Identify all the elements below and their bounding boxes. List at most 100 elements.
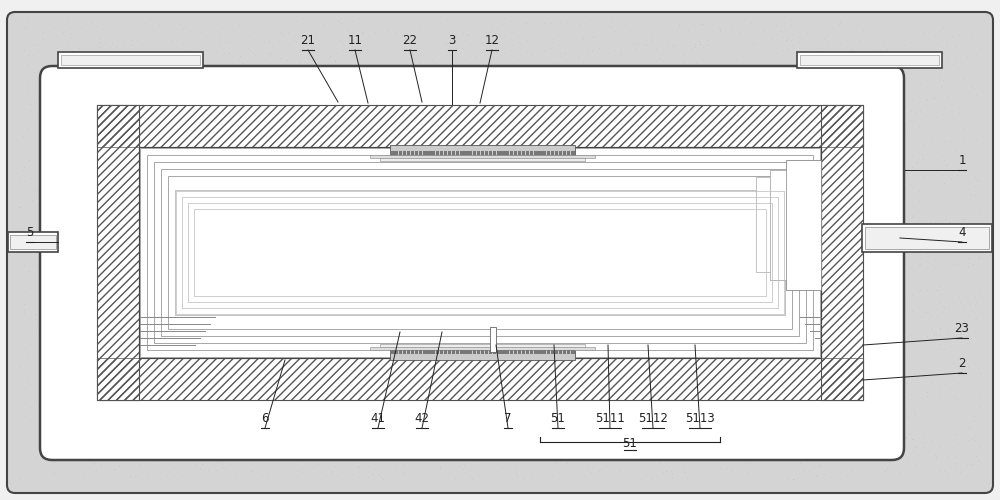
- Point: [360, 388, 376, 396]
- Point: [84, 20, 100, 28]
- Bar: [97, 358, 863, 400]
- Point: [713, 464, 729, 472]
- Point: [538, 366, 554, 374]
- Point: [266, 298, 282, 306]
- Point: [811, 136, 827, 144]
- Point: [794, 184, 810, 192]
- Point: [228, 424, 244, 432]
- Point: [968, 136, 984, 144]
- Point: [522, 163, 538, 171]
- Point: [904, 163, 920, 171]
- Point: [733, 252, 749, 260]
- Point: [31, 115, 47, 123]
- Point: [928, 452, 944, 460]
- Point: [127, 472, 143, 480]
- Point: [609, 178, 625, 186]
- Point: [473, 433, 489, 441]
- Point: [756, 406, 772, 413]
- Point: [643, 474, 659, 482]
- Point: [711, 276, 727, 283]
- Point: [938, 40, 954, 48]
- Point: [542, 146, 558, 154]
- Point: [275, 239, 291, 247]
- Point: [128, 80, 144, 88]
- Point: [508, 462, 524, 470]
- Point: [221, 38, 237, 46]
- Point: [783, 236, 799, 244]
- Point: [577, 114, 593, 122]
- Point: [114, 158, 130, 166]
- Bar: [97, 105, 139, 400]
- Point: [132, 426, 148, 434]
- Point: [254, 102, 270, 110]
- Point: [279, 247, 295, 255]
- Point: [692, 20, 708, 28]
- Point: [525, 376, 541, 384]
- Point: [54, 80, 70, 88]
- Point: [820, 352, 836, 360]
- Point: [381, 302, 397, 310]
- Point: [256, 231, 272, 239]
- Point: [693, 300, 709, 308]
- Point: [787, 244, 803, 252]
- Point: [526, 132, 542, 140]
- Point: [938, 162, 954, 170]
- Point: [108, 150, 124, 158]
- Point: [603, 23, 619, 31]
- Point: [349, 347, 365, 355]
- Point: [437, 188, 453, 196]
- Point: [516, 242, 532, 250]
- Point: [102, 43, 118, 51]
- Point: [124, 233, 140, 241]
- Point: [435, 64, 451, 72]
- Point: [262, 146, 278, 154]
- Point: [825, 112, 841, 120]
- Point: [669, 98, 685, 106]
- Point: [831, 96, 847, 104]
- Bar: [399, 151, 402, 155]
- Point: [255, 104, 271, 112]
- Point: [94, 442, 110, 450]
- Bar: [797, 52, 942, 68]
- Point: [538, 218, 554, 226]
- Point: [18, 114, 34, 122]
- Point: [705, 438, 721, 446]
- Point: [512, 432, 528, 440]
- Point: [704, 289, 720, 297]
- Point: [628, 320, 644, 328]
- Point: [40, 295, 56, 303]
- Point: [406, 54, 422, 62]
- Point: [493, 108, 509, 116]
- Point: [333, 410, 349, 418]
- Point: [406, 334, 422, 342]
- Point: [877, 353, 893, 361]
- Point: [481, 274, 497, 281]
- Point: [79, 244, 95, 252]
- Point: [783, 412, 799, 420]
- Point: [601, 432, 617, 440]
- Point: [510, 63, 526, 71]
- Point: [524, 50, 540, 58]
- Point: [261, 391, 277, 399]
- Point: [398, 191, 414, 199]
- Point: [86, 242, 102, 250]
- Point: [156, 393, 172, 401]
- Point: [651, 335, 667, 343]
- Point: [705, 247, 721, 255]
- Point: [812, 158, 828, 166]
- Point: [950, 380, 966, 388]
- Point: [410, 442, 426, 450]
- Point: [175, 40, 191, 48]
- Point: [432, 324, 448, 332]
- Point: [625, 74, 641, 82]
- Point: [332, 446, 348, 454]
- Point: [167, 197, 183, 205]
- Point: [62, 344, 78, 351]
- Point: [313, 248, 329, 256]
- Point: [819, 90, 835, 98]
- Point: [648, 46, 664, 54]
- Point: [247, 148, 263, 156]
- Point: [674, 221, 690, 229]
- Point: [251, 305, 267, 313]
- Point: [906, 240, 922, 248]
